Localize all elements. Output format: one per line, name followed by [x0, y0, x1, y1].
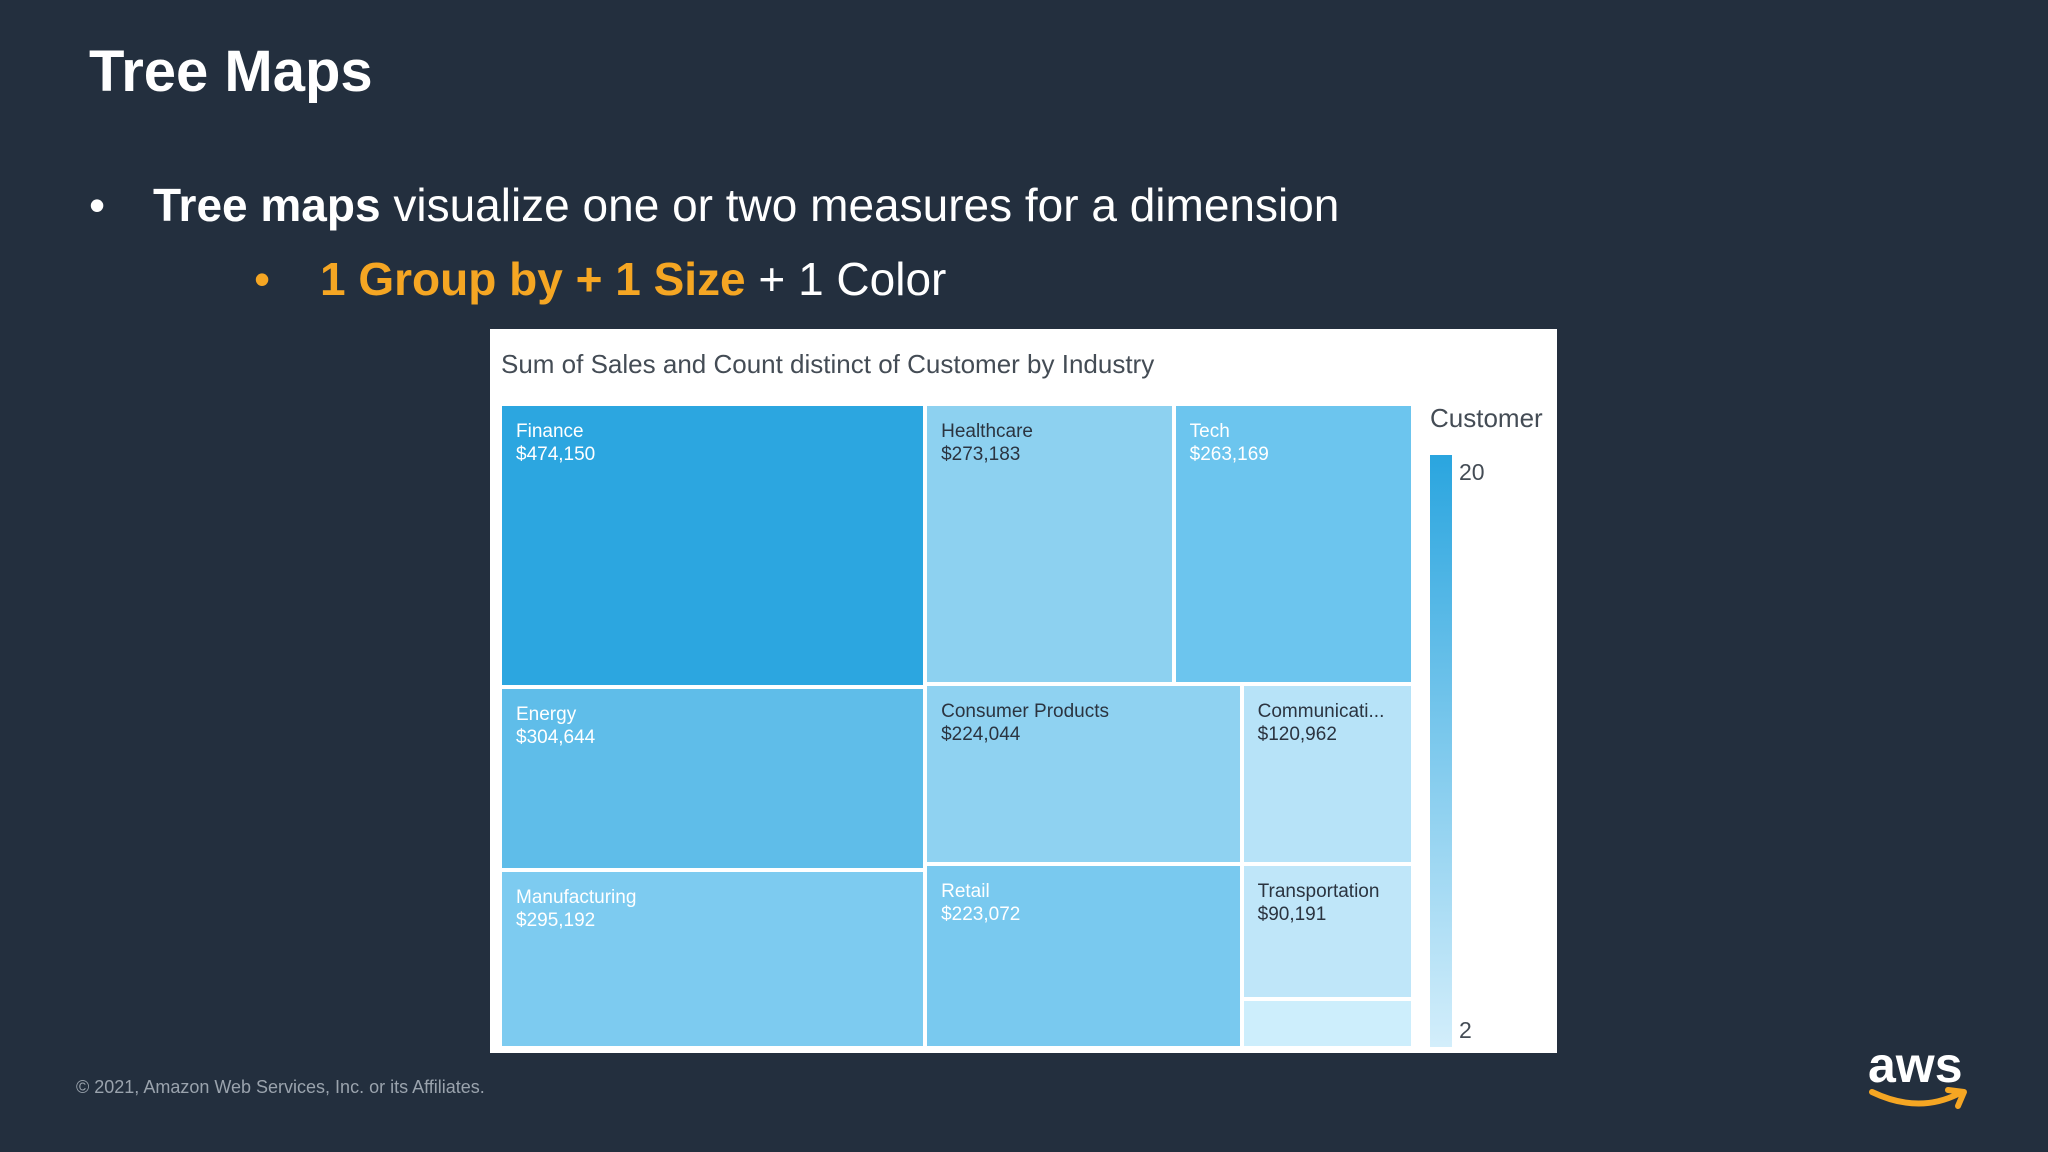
- treemap-tile[interactable]: Retail $223,072: [925, 863, 1242, 1048]
- treemap-tile-value: $90,191: [1257, 903, 1327, 925]
- treemap-tile-value: $474,150: [516, 444, 596, 465]
- legend-title: Customer: [1430, 403, 1543, 433]
- treemap-tile-label: [1244, 1001, 1411, 1015]
- aws-smile-icon: [1869, 1087, 1967, 1109]
- bullet-strong-text: Tree maps: [153, 179, 381, 231]
- bullet-rest-text: visualize one or two measures for a dime…: [380, 179, 1340, 231]
- bullet-sub: • 1 Group by + 1 Size + 1 Color: [254, 252, 946, 306]
- treemap-tile-value: $273,183: [941, 444, 1021, 465]
- treemap-tile[interactable]: Consumer Products $224,044: [925, 684, 1242, 864]
- treemap-tile[interactable]: Energy $304,644: [500, 687, 926, 871]
- treemap-tile-label: Tech: [1189, 421, 1230, 442]
- treemap-tile-label: Communicati...: [1257, 701, 1385, 723]
- treemap-tile[interactable]: Healthcare $273,183: [925, 404, 1174, 685]
- sub-bullet-accent-text: 1 Group by + 1 Size: [320, 253, 746, 305]
- treemap-tile-label: Consumer Products: [941, 701, 1109, 723]
- legend-max-label: 20: [1459, 459, 1485, 485]
- treemap-tile[interactable]: Transportation $90,191: [1241, 863, 1413, 999]
- treemap-tile-label: Energy: [516, 704, 577, 726]
- copyright-text: © 2021, Amazon Web Services, Inc. or its…: [76, 1077, 485, 1097]
- treemap-tile-label: Retail: [941, 880, 990, 902]
- sub-bullet-rest-text: + 1 Color: [745, 253, 947, 305]
- treemap-tile-label: Finance: [516, 421, 584, 442]
- aws-logo-text: aws: [1868, 1037, 1963, 1093]
- treemap-tile[interactable]: Tech $263,169: [1173, 404, 1413, 685]
- legend-color-gradient: [1430, 455, 1452, 1047]
- treemap-plot-area[interactable]: Finance $474,150 Healthcare $273,183 Tech $26…: [500, 404, 1413, 1048]
- treemap-tile-value: $223,072: [941, 903, 1021, 925]
- treemap-tile-value: $120,962: [1257, 724, 1337, 746]
- bullet-main: • Tree maps visualize one or two measures…: [89, 178, 1339, 232]
- bullet-marker: •: [89, 179, 106, 231]
- treemap-tile[interactable]: [1241, 998, 1413, 1048]
- treemap-tile[interactable]: Communicati... $120,962: [1241, 684, 1413, 864]
- treemap-tile-label: Transportation: [1257, 880, 1380, 902]
- treemap-tile[interactable]: Manufacturing $295,192: [500, 870, 926, 1048]
- treemap-tile[interactable]: Finance $474,150: [500, 404, 926, 688]
- treemap-chart-panel: Sum of Sales and Count distinct of Custo…: [490, 329, 1557, 1053]
- chart-title: Sum of Sales and Count distinct of Custo…: [501, 349, 1155, 379]
- treemap-tile-label: Healthcare: [941, 421, 1033, 442]
- legend-min-label: 2: [1459, 1017, 1472, 1043]
- treemap-tile-value: $263,169: [1189, 444, 1269, 465]
- treemap-tile-label: Manufacturing: [516, 887, 637, 909]
- treemap-tile-value: $295,192: [516, 910, 596, 932]
- aws-logo: aws: [1868, 1040, 1972, 1116]
- slide-title: Tree Maps: [89, 39, 373, 104]
- sub-bullet-marker: •: [254, 253, 271, 305]
- treemap-tile-value: $304,644: [516, 727, 596, 749]
- treemap-tile-value: $224,044: [941, 724, 1021, 746]
